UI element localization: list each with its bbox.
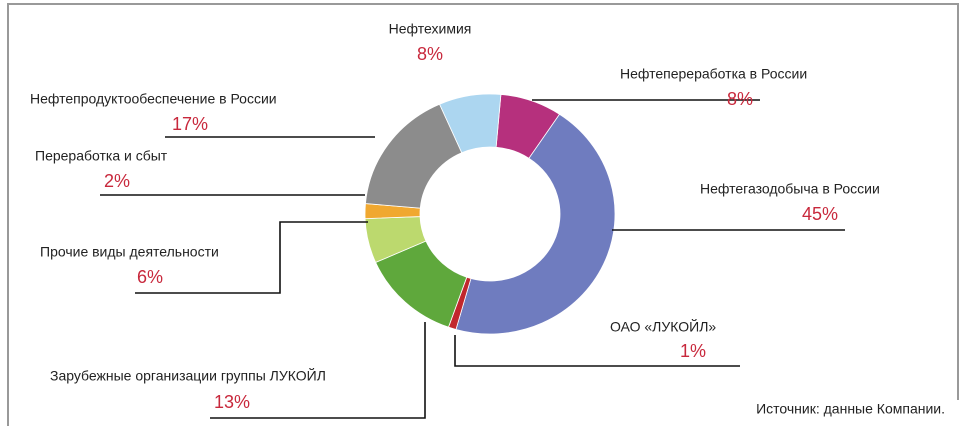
value-label: 6% bbox=[137, 267, 163, 287]
leader-line bbox=[210, 322, 426, 419]
value-label: 45% bbox=[802, 204, 838, 224]
category-label: Нефтехимия bbox=[389, 21, 472, 37]
category-label: Зарубежные организации группы ЛУКОЙЛ bbox=[50, 367, 326, 384]
value-label: 1% bbox=[680, 341, 706, 361]
donut-segment bbox=[439, 93, 502, 154]
category-label: Переработка и сбыт bbox=[35, 148, 168, 164]
frame bbox=[7, 3, 959, 426]
category-label: Нефтегазодобыча в России bbox=[700, 181, 880, 197]
leader-line bbox=[135, 221, 368, 294]
value-label: 8% bbox=[727, 89, 753, 109]
category-label: Прочие виды деятельности bbox=[40, 244, 219, 260]
leader-line bbox=[454, 335, 740, 367]
source-note: Источник: данные Компании. bbox=[756, 401, 945, 417]
category-label: Нефтепереработка в России bbox=[620, 66, 807, 82]
category-label: Нефтепродуктообеспечение в России bbox=[30, 91, 277, 107]
value-label: 13% bbox=[214, 392, 250, 412]
category-label: ОАО «ЛУКОЙЛ» bbox=[610, 318, 716, 335]
value-label: 2% bbox=[104, 171, 130, 191]
value-label: 17% bbox=[172, 114, 208, 134]
value-label: 8% bbox=[417, 44, 443, 64]
donut-segment bbox=[455, 113, 616, 335]
